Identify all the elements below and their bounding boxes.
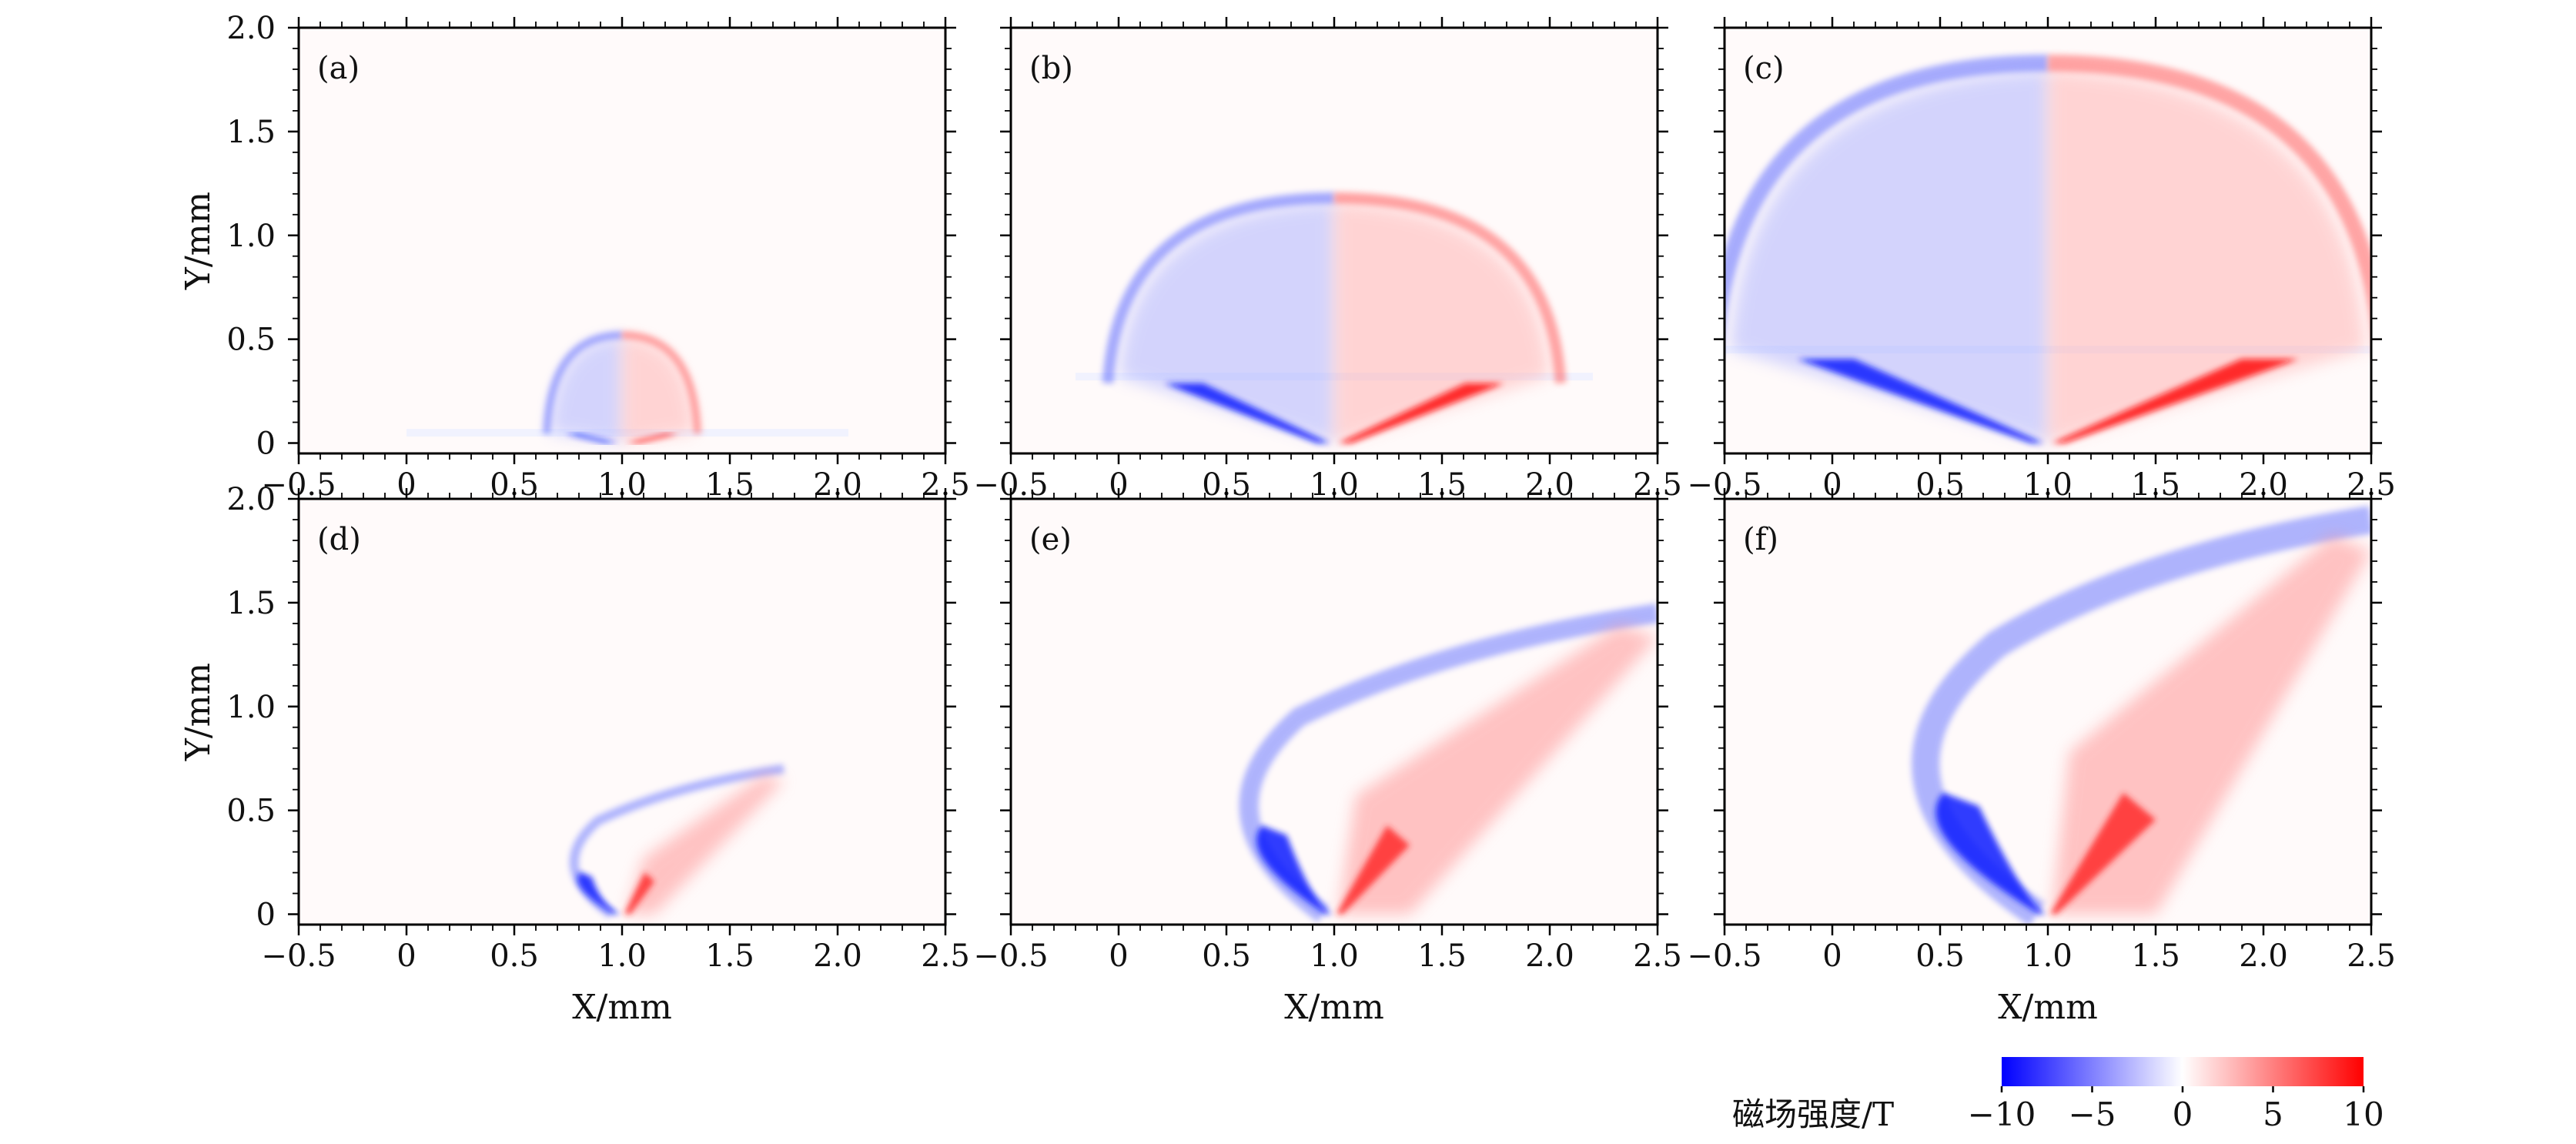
- colorbar-label: 磁场强度/T: [1732, 1095, 1894, 1133]
- x-tick-label: 0.5: [1202, 938, 1251, 974]
- colorbar: −10 −5 0 5 10 磁场强度/T: [1732, 1057, 2384, 1133]
- x-ticks: −0.5 0 0.5 1.0 1.5 2.0 2.5: [261, 488, 970, 974]
- x-tick-label: 2.5: [921, 938, 970, 974]
- base-negative-core: [1935, 792, 2046, 915]
- shell-arc-right: [1333, 192, 1567, 384]
- x-tick-label: 0: [1109, 938, 1128, 974]
- panel-c: −0.5 0 0.5 1.0 1.5 2.0 2.5(c): [1687, 17, 2396, 503]
- x-tick-label: 0.5: [1915, 938, 1965, 974]
- x-tick-label: 1.0: [597, 938, 647, 974]
- panel-label: (c): [1743, 51, 1785, 86]
- colorbar-gradient: [2002, 1057, 2364, 1086]
- x-axis-label: X/mm: [572, 988, 672, 1027]
- x-tick-label: 2.5: [1633, 938, 1682, 974]
- inner-lobe-positive: [1334, 202, 1550, 443]
- panel-label: (e): [1029, 522, 1072, 557]
- shell-arc-left: [543, 331, 623, 434]
- y-axis-label: Y/mm: [179, 663, 218, 761]
- x-axis-label: X/mm: [1998, 988, 2098, 1027]
- colorbar-tick-label: 10: [2343, 1095, 2384, 1133]
- base-positive-core: [2052, 359, 2299, 443]
- inner-lobe-negative: [550, 337, 622, 443]
- panel-e: −0.5 0 0.5 1.0 1.5 2.0 2.5 (e) X/mm: [973, 488, 1682, 1027]
- y-ticks: 0 0.5 1.0 1.5 2.0: [226, 482, 956, 933]
- x-tick-label: 1.5: [2131, 938, 2180, 974]
- x-tick-label: 0: [396, 938, 416, 974]
- x-tick-label: 2.0: [2239, 938, 2288, 974]
- colorbar-tick-label: 0: [2173, 1095, 2193, 1133]
- shell-arc-left: [1102, 192, 1335, 384]
- y-tick-label: 0: [256, 898, 276, 933]
- y-tick-label: 1.0: [226, 690, 276, 725]
- x-tick-label: 0.5: [490, 938, 539, 974]
- shell-arc-right: [621, 331, 701, 434]
- base-positive-core: [2049, 792, 2156, 915]
- field-map: [1912, 506, 2371, 925]
- base-negative-core: [577, 871, 621, 915]
- base-positive-core: [1336, 825, 1410, 915]
- panels-group: −0.5 0 0.5 1.0 1.5 2.0 2.5 0 0.5 1.0 1.5 2.0 (a) Y/mm…: [179, 11, 2396, 1027]
- base-positive-core: [626, 433, 679, 443]
- x-tick-label: 1.0: [2023, 938, 2073, 974]
- x-tick-label: −0.5: [261, 938, 336, 974]
- y-tick-label: 2.0: [226, 482, 276, 517]
- inner-lobe-positive: [622, 337, 694, 443]
- field-map: [406, 331, 848, 443]
- colorbar-tick-label: 5: [2263, 1095, 2283, 1133]
- x-tick-label: 2.0: [1525, 938, 1574, 974]
- field-map: [1239, 603, 1658, 922]
- plot-background: [299, 499, 945, 925]
- x-tick-label: 1.5: [705, 938, 754, 974]
- panel-label: (d): [317, 522, 361, 557]
- y-axis-label: Y/mm: [179, 192, 218, 290]
- panel-d: −0.5 0 0.5 1.0 1.5 2.0 2.5 0 0.5 1.0 1.5 2.0 (d) Y/mm…: [179, 482, 970, 1027]
- base-positive-core: [624, 871, 654, 915]
- x-ticks: −0.5 0 0.5 1.0 1.5 2.0 2.5: [1687, 488, 2396, 974]
- colorbar-tick-label: −10: [1968, 1095, 2036, 1133]
- y-ticks: [1714, 26, 2382, 444]
- colorbar-tick-label: −5: [2069, 1095, 2116, 1133]
- swept-wedge-positive: [626, 774, 784, 915]
- y-tick-label: 0.5: [226, 323, 276, 358]
- panel-label: (a): [317, 51, 360, 86]
- panel-f: −0.5 0 0.5 1.0 1.5 2.0 2.5 (f) X/mm: [1687, 488, 2396, 1027]
- y-ticks: [1714, 497, 2382, 915]
- colorbar-ticks: −10 −5 0 5 10: [1968, 1086, 2384, 1133]
- base-negative-core: [1797, 359, 2044, 443]
- x-tick-label: 1.0: [1310, 938, 1359, 974]
- y-ticks: [1000, 497, 1668, 915]
- base-negative-core: [1256, 825, 1333, 915]
- x-tick-label: 2.5: [2347, 938, 2396, 974]
- panel-label: (f): [1743, 522, 1778, 557]
- base-positive-core: [1338, 383, 1504, 443]
- x-tick-label: 0: [1822, 938, 1842, 974]
- swept-wedge-positive: [1338, 625, 1658, 915]
- x-ticks: −0.5 0 0.5 1.0 1.5 2.0 2.5: [973, 488, 1682, 974]
- y-tick-label: 1.0: [226, 219, 276, 254]
- y-ticks: [1000, 26, 1668, 444]
- x-tick-label: −0.5: [973, 938, 1048, 974]
- inner-lobe-positive: [2048, 70, 2366, 443]
- field-map: [1076, 192, 1593, 443]
- y-ticks: 0 0.5 1.0 1.5 2.0: [226, 11, 956, 462]
- field-map: [569, 764, 785, 918]
- base-negative-core: [1164, 383, 1330, 443]
- panel-a: −0.5 0 0.5 1.0 1.5 2.0 2.500.51.01.52.0(a)Y/mm: [179, 11, 970, 503]
- y-tick-label: 1.5: [226, 586, 276, 621]
- panel-b: −0.5 0 0.5 1.0 1.5 2.0 2.5(b): [973, 17, 1682, 503]
- y-tick-label: 1.5: [226, 115, 276, 150]
- x-tick-label: 2.0: [813, 938, 862, 974]
- inner-lobe-negative: [1730, 70, 2048, 443]
- x-axis-label: X/mm: [1284, 988, 1384, 1027]
- y-tick-label: 0: [256, 426, 276, 462]
- base-negative-core: [565, 433, 618, 443]
- panel-label: (b): [1029, 51, 1073, 86]
- y-tick-label: 0.5: [226, 794, 276, 829]
- x-tick-label: −0.5: [1687, 938, 1761, 974]
- inner-lobe-negative: [1119, 202, 1334, 443]
- x-tick-label: 1.5: [1417, 938, 1467, 974]
- y-tick-label: 2.0: [226, 11, 276, 46]
